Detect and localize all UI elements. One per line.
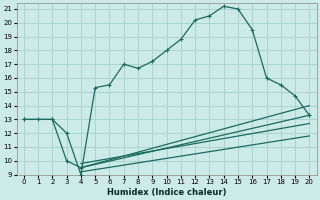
X-axis label: Humidex (Indice chaleur): Humidex (Indice chaleur)	[107, 188, 226, 197]
